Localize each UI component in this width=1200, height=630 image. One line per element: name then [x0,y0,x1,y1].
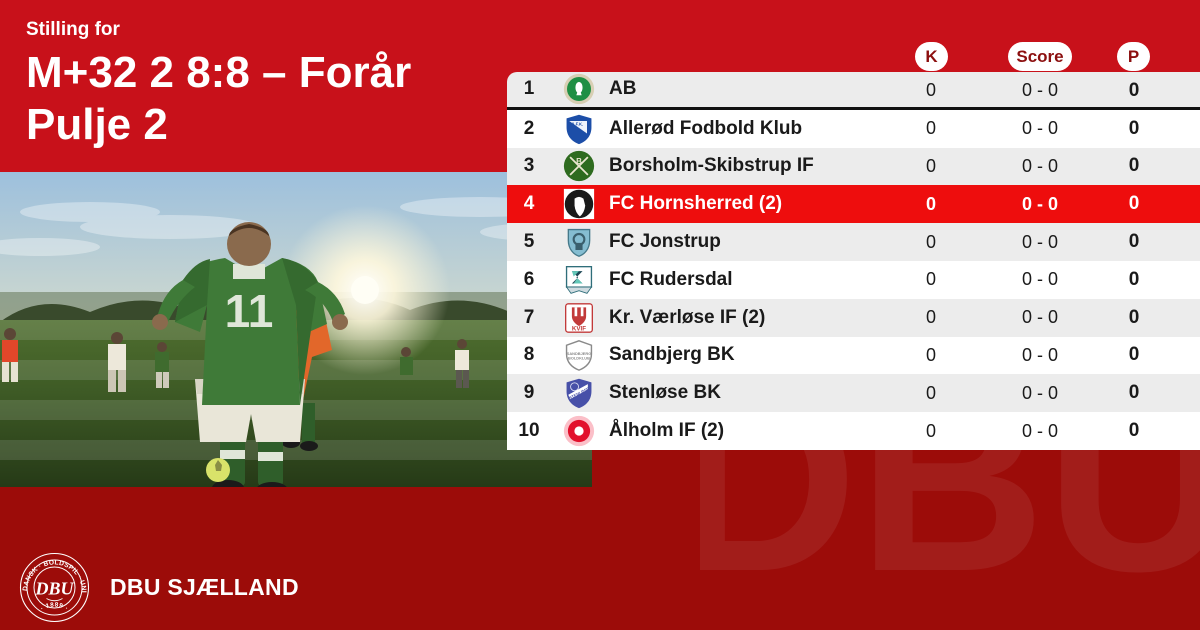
svg-text:B: B [576,158,582,167]
svg-text:A.F.K.: A.F.K. [571,121,583,126]
svg-text:KVIF: KVIF [572,325,586,332]
svg-text:11: 11 [225,285,274,337]
svg-text:BOLDKLUB: BOLDKLUB [568,356,590,361]
svg-text:DBU: DBU [700,450,1200,626]
svg-text:DBU: DBU [34,579,74,599]
